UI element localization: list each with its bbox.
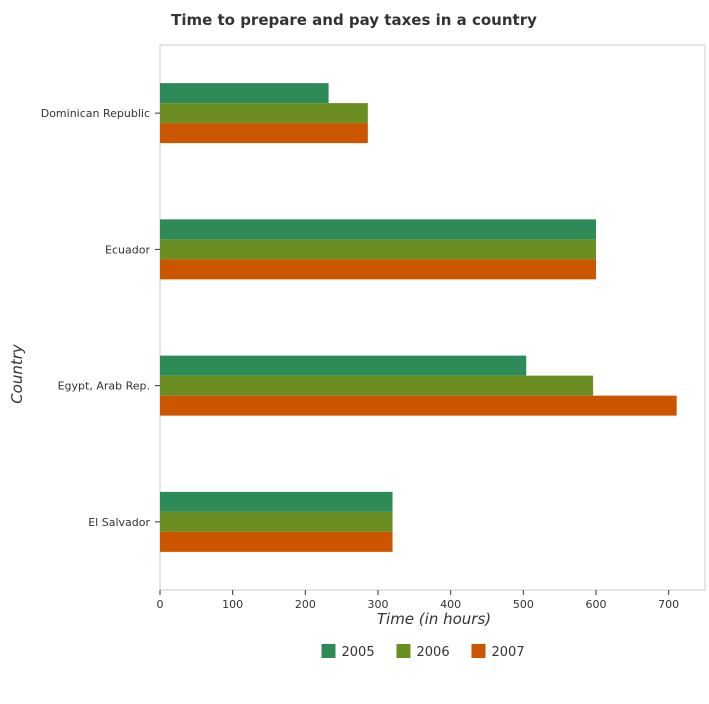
x-tick-label: 0 [157,598,164,611]
bar-2005-dominican-republic [160,83,329,104]
legend-swatch-2006 [396,644,411,658]
y-tick-label: Ecuador [105,243,150,256]
x-tick-label: 400 [440,598,461,611]
x-axis-label: Time (in hours) [377,610,491,628]
legend-label-2005: 2005 [342,645,375,660]
bar-2006-ecuador [160,239,596,260]
bar-2007-el-salvador [160,531,393,552]
bar-2007-ecuador [160,259,596,280]
x-tick-label: 500 [513,598,534,611]
legend-swatch-2005 [321,644,336,658]
bar-2007-dominican-republic [160,123,368,144]
bar-2005-ecuador [160,219,596,240]
y-tick-label: Egypt, Arab Rep. [58,380,150,393]
bar-2007-egypt-arab-rep- [160,395,677,416]
bar-2006-el-salvador [160,511,393,532]
x-tick-label: 600 [586,598,607,611]
x-axis: 0 100 200 300 400 500 600 700 [157,590,679,611]
x-tick-label: 300 [368,598,389,611]
bar-2005-egypt-arab-rep- [160,355,527,376]
y-tick-label: El Salvador [88,516,150,529]
y-axis-label: Country [8,343,26,404]
x-tick-label: 700 [658,598,679,611]
bar-2006-dominican-republic [160,103,368,124]
legend-label-2006: 2006 [417,645,450,660]
legend-label-2007: 2007 [492,645,525,660]
chart-title: Time to prepare and pay taxes in a count… [171,11,537,29]
legend: 2005 2006 2007 [321,644,525,660]
x-tick-label: 200 [295,598,316,611]
y-axis: Dominican Republic Ecuador Egypt, Arab Rep… [41,107,160,529]
bar-2006-egypt-arab-rep- [160,375,594,396]
legend-swatch-2007 [471,644,486,658]
bars [160,83,677,552]
bar-2005-el-salvador [160,491,393,512]
x-tick-label: 100 [222,598,243,611]
y-tick-label: Dominican Republic [41,107,150,120]
